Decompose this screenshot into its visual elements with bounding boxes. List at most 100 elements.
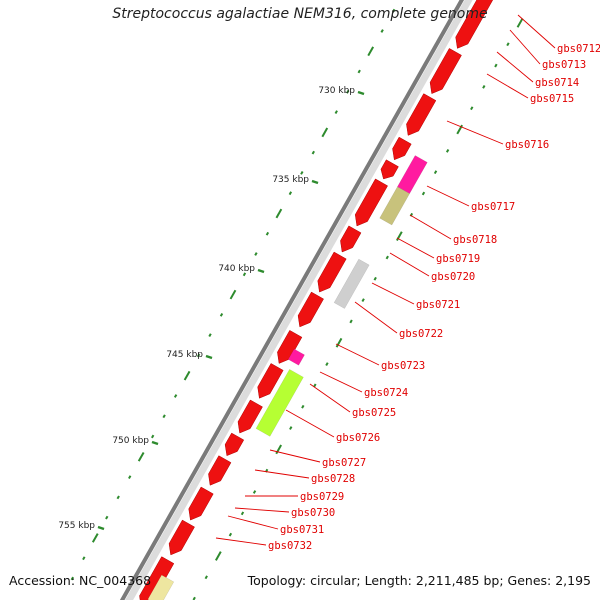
cds-arrow (317, 251, 347, 293)
scale-tick (433, 170, 438, 175)
label-leader-line (509, 29, 541, 65)
scale-tick (275, 208, 283, 219)
scale-tick (373, 276, 377, 281)
feature-box-magenta (397, 155, 428, 195)
scale-kbp-label: 755 kbp (58, 521, 95, 531)
scale-kbp-label: 750 kbp (112, 436, 149, 446)
cds-arrow (392, 136, 412, 161)
scale-tick (196, 353, 201, 358)
scale-tick (346, 89, 350, 94)
cds-arrow (168, 519, 195, 556)
scale-tick (204, 575, 208, 580)
label-leader-line (496, 51, 534, 83)
cds-arrow (277, 330, 303, 364)
gene-label: gbs0715 (530, 93, 574, 105)
scale-major-tick (357, 90, 365, 96)
gene-label: gbs0723 (381, 360, 425, 372)
cds-arrow (354, 178, 388, 227)
scale-tick (391, 8, 396, 13)
scale-tick (325, 362, 329, 366)
label-leader-line (335, 343, 380, 366)
label-leader-line (389, 252, 430, 277)
scale-tick (396, 231, 403, 241)
scale-tick (516, 18, 524, 28)
scale-tick (288, 191, 293, 196)
cds-arrow (257, 363, 284, 399)
backbone-outer (119, 0, 465, 600)
scale-tick (300, 171, 304, 175)
scale-kbp-label: 745 kbp (166, 350, 203, 360)
scale-tick (321, 127, 329, 138)
label-leader-line (285, 409, 335, 438)
scale-tick (380, 29, 384, 33)
scale-tick (301, 404, 305, 409)
scale-tick (506, 42, 510, 47)
gene-label: gbs0728 (311, 473, 355, 485)
gene-label: gbs0716 (505, 139, 549, 151)
scale-tick (215, 551, 222, 561)
scale-tick (275, 444, 283, 455)
scale-tick (219, 312, 224, 317)
label-leader-line (215, 537, 267, 546)
cds-arrow (139, 556, 175, 600)
scale-tick (252, 490, 257, 494)
cds-arrow (429, 48, 462, 94)
label-leader-line (254, 469, 310, 479)
scale-tick (70, 576, 74, 581)
gene-label: gbs0720 (431, 271, 475, 283)
label-leader-line (354, 301, 398, 334)
scale-tick (183, 370, 191, 381)
map-title: Streptococcus agalactiae NEM316, complet… (112, 6, 488, 22)
scale-kbp-label: 735 kbp (272, 175, 309, 185)
scale-tick (311, 150, 315, 155)
scale-tick (421, 191, 426, 196)
scale-major-tick (205, 354, 213, 360)
cds-arrow (224, 432, 245, 457)
gene-label: gbs0718 (453, 234, 497, 246)
cds-arrow (406, 93, 437, 136)
label-leader-line (269, 449, 321, 463)
scale-tick (105, 515, 109, 520)
label-leader-line (396, 237, 435, 259)
scale-tick (335, 337, 343, 348)
scale-tick (150, 434, 155, 439)
cds-arrow (340, 225, 362, 253)
scale-tick (445, 148, 450, 153)
gene-label: gbs0726 (336, 432, 380, 444)
gene-label: gbs0722 (399, 328, 443, 340)
scale-tick (470, 106, 474, 111)
scale-tick (361, 298, 365, 302)
scale-tick (240, 511, 245, 516)
label-leader-line (486, 73, 529, 99)
label-leader-line (309, 383, 351, 413)
label-leader-line (227, 515, 279, 530)
gene-label: gbs0730 (291, 507, 335, 519)
gene-label: gbs0714 (535, 77, 579, 89)
scale-tick (128, 475, 132, 479)
gene-label: gbs0731 (280, 524, 324, 536)
scale-tick (334, 110, 338, 114)
gene-label: gbs0712 (557, 43, 600, 55)
scale-tick (289, 426, 293, 430)
scale-tick (494, 63, 498, 68)
scale-major-tick (151, 440, 159, 446)
scale-tick (349, 319, 353, 324)
scale-tick (116, 495, 120, 500)
cds-arrow (297, 291, 324, 328)
backbone-inner (125, 0, 473, 600)
scale-tick (173, 394, 178, 398)
cds-arrow (188, 486, 214, 521)
label-leader-line (319, 371, 363, 393)
label-leader-line (234, 507, 290, 513)
topology-summary: Topology: circular; Length: 2,211,485 bp… (247, 573, 591, 588)
gene-label: gbs0725 (352, 407, 396, 419)
gene-label: gbs0729 (300, 491, 344, 503)
feature-box-khaki (379, 186, 410, 226)
scale-major-tick (311, 179, 319, 185)
scale-tick (313, 383, 317, 388)
scale-tick (265, 231, 270, 236)
gene-label: gbs0724 (364, 387, 408, 399)
gene-label: gbs0717 (471, 201, 515, 213)
cds-arrow (208, 455, 232, 486)
